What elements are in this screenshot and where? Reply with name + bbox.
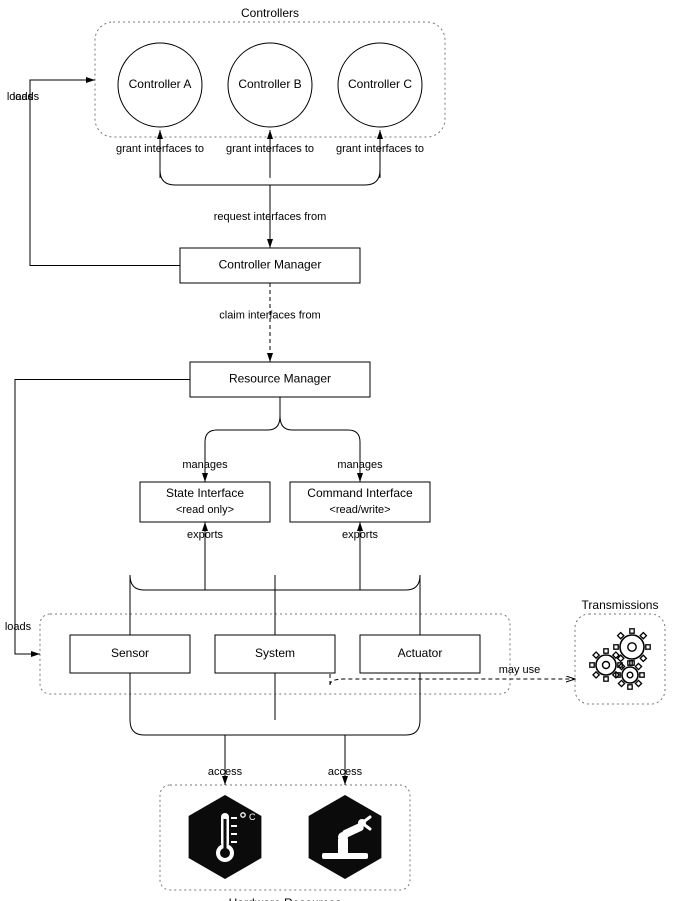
svg-text:request interfaces from: request interfaces from xyxy=(214,211,327,223)
svg-text:Controller A: Controller A xyxy=(129,77,192,91)
svg-text:exports: exports xyxy=(342,529,379,541)
hw-thermometer-icon: C xyxy=(189,795,262,879)
svg-text:Hardware Resources: Hardware Resources xyxy=(229,896,342,901)
svg-text:Actuator: Actuator xyxy=(398,646,443,660)
edge-manages-ci xyxy=(280,416,360,482)
label-loads-top: loads xyxy=(7,91,34,103)
svg-text:<read/write>: <read/write> xyxy=(329,504,390,516)
svg-text:grant interfaces to: grant interfaces to xyxy=(336,143,424,155)
svg-text:Controller Manager: Controller Manager xyxy=(219,258,322,272)
svg-text:C: C xyxy=(249,812,256,822)
gears-icon xyxy=(590,629,650,689)
edge-manages-si xyxy=(205,416,280,482)
svg-text:Controllers: Controllers xyxy=(241,6,299,20)
svg-text:manages: manages xyxy=(182,459,228,471)
svg-text:System: System xyxy=(255,646,295,660)
svg-text:access: access xyxy=(328,766,363,778)
svg-text:exports: exports xyxy=(187,529,224,541)
svg-text:grant interfaces to: grant interfaces to xyxy=(116,143,204,155)
hw-robot-arm-icon xyxy=(309,795,382,879)
transmissions-group xyxy=(575,614,665,704)
svg-text:manages: manages xyxy=(337,459,383,471)
svg-text:<read only>: <read only> xyxy=(176,504,234,516)
svg-text:State Interface: State Interface xyxy=(166,486,244,500)
svg-text:grant interfaces to: grant interfaces to xyxy=(226,143,314,155)
svg-text:may use: may use xyxy=(499,664,541,676)
svg-text:Transmissions: Transmissions xyxy=(582,598,659,612)
svg-text:access: access xyxy=(208,766,243,778)
edge-mayuse xyxy=(330,679,575,685)
access-bus xyxy=(130,720,420,735)
svg-text:claim interfaces from: claim interfaces from xyxy=(219,310,320,322)
svg-text:Controller C: Controller C xyxy=(348,77,412,91)
svg-text:Controller B: Controller B xyxy=(238,77,301,91)
label-loads-side: loads xyxy=(5,621,32,633)
svg-text:Sensor: Sensor xyxy=(111,646,149,660)
svg-text:Command Interface: Command Interface xyxy=(307,486,413,500)
svg-text:Resource Manager: Resource Manager xyxy=(229,372,331,386)
